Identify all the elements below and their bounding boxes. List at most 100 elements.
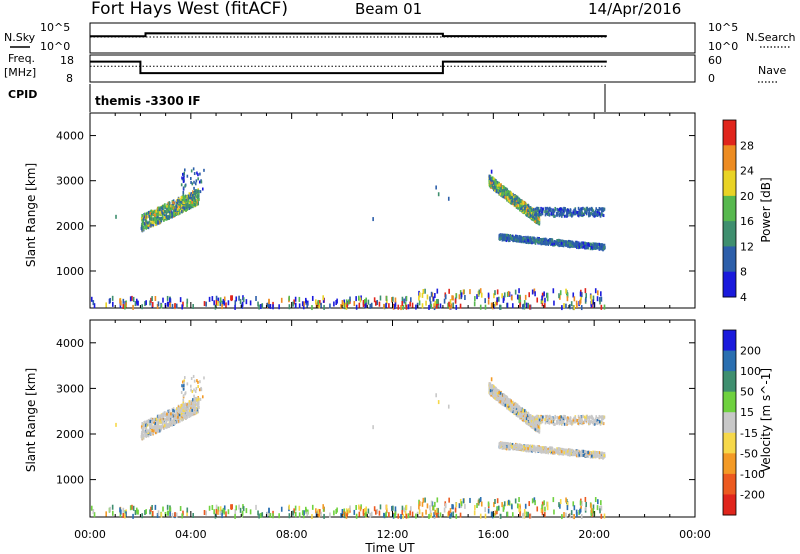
data-point [182,197,185,201]
data-point [298,303,301,309]
data-point [534,450,537,454]
data-point [558,293,560,299]
data-point [172,204,175,208]
data-point [169,421,171,425]
data-point [449,299,452,305]
data-point [547,448,549,452]
data-point [580,305,583,311]
data-point [589,243,592,247]
data-point [192,192,195,196]
data-point [93,303,96,309]
data-point [579,209,581,213]
data-point [584,288,587,294]
data-point [532,426,535,430]
data-point [373,297,376,303]
data-point [174,511,176,517]
data-point [503,442,506,446]
data-point [112,510,114,516]
data-point [193,399,196,403]
data-point [150,425,153,429]
data-point [554,242,557,246]
data-point [501,401,503,405]
noise-sky-line [90,32,607,38]
data-point [183,381,185,385]
data-point [447,302,449,308]
data-point [435,299,438,305]
data-point [502,393,505,397]
data-point [491,183,493,187]
data-point [186,199,189,203]
data-point [199,190,202,194]
data-point [490,177,492,181]
data-point [136,300,139,306]
data-point [141,436,143,440]
data-point [175,204,178,208]
data-point [554,451,557,455]
nsearch-tick-bottom: 10^0 [708,40,738,53]
data-point [172,201,174,205]
data-point [164,210,167,214]
data-point [516,503,519,509]
data-point [141,225,144,229]
data-point [597,242,600,246]
data-point [190,180,192,184]
data-point [568,453,571,457]
data-point [576,453,579,457]
data-point [543,500,545,506]
data-point [192,410,195,414]
data-point [179,406,182,410]
data-point [531,289,534,295]
data-point [560,241,563,245]
data-point [535,425,537,429]
data-point [183,403,186,407]
data-point [474,504,476,510]
data-point [167,409,170,413]
data-point [449,513,451,519]
data-point [602,209,604,213]
data-point [165,215,168,219]
data-point [137,300,139,306]
data-point [294,511,297,517]
data-point [213,300,215,306]
nsky-tick-top: 10^5 [40,21,70,34]
data-point [549,449,551,453]
data-point [451,295,453,301]
data-point [454,298,457,304]
data-point [322,297,325,303]
data-point [181,418,183,422]
data-point [376,508,378,514]
data-point [544,213,547,217]
data-point [541,298,544,304]
data-point [487,292,490,298]
data-point [561,448,564,452]
data-point [348,299,350,305]
data-point [169,209,172,213]
data-point [294,302,297,308]
data-point [144,510,146,516]
data-point [518,235,521,239]
data-point [568,448,571,452]
data-point [521,304,524,310]
data-point [344,302,347,308]
data-point [573,305,576,311]
data-point [168,412,170,416]
data-point [565,512,567,518]
data-point [162,414,165,418]
nave-tick-top: 60 [708,54,722,67]
data-point [175,412,178,416]
data-point [304,506,307,512]
data-point [458,503,461,509]
data-point [525,235,527,239]
data-point [593,211,596,215]
data-point [140,217,143,221]
data-point [543,291,545,297]
data-point [189,384,192,388]
data-point [187,402,190,406]
data-point [509,407,511,411]
data-point [572,292,575,298]
data-point [573,208,576,212]
data-point [566,296,569,302]
data-point [180,198,183,202]
data-point [176,406,178,410]
data-point [151,504,153,510]
